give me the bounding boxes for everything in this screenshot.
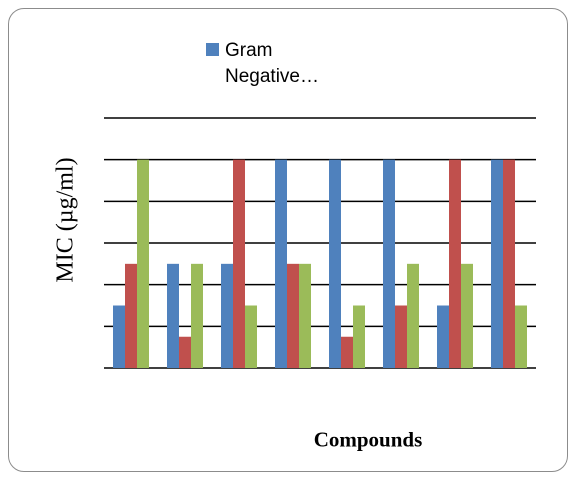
chart-frame	[8, 8, 568, 472]
bar-series-2-group-3	[233, 159, 245, 368]
bar-series-2-group-8	[503, 159, 515, 368]
bar-series-1-group-3	[221, 263, 233, 368]
bar-series-3-group-6	[407, 263, 419, 368]
legend-swatch-series-1	[206, 42, 219, 56]
bar-series-1-group-5	[329, 159, 341, 368]
bar-series-1-group-6	[383, 159, 395, 368]
x-axis-label: Compounds	[313, 427, 423, 452]
bar-series-1-group-8	[491, 159, 503, 368]
bar-series-3-group-3	[245, 305, 257, 368]
bar-series-3-group-7	[461, 263, 473, 368]
legend-label-line2: Negative…	[225, 66, 319, 87]
bar-series-2-group-6	[395, 305, 407, 368]
bar-series-2-group-5	[341, 336, 353, 368]
legend-label-line1: Gram	[225, 40, 273, 61]
bar-series-3-group-5	[353, 305, 365, 368]
bar-series-3-group-1	[137, 159, 149, 368]
bar-series-2-group-4	[287, 263, 299, 368]
bar-series-1-group-4	[275, 159, 287, 368]
bar-series-3-group-4	[299, 263, 311, 368]
bar-series-2-group-7	[449, 159, 461, 368]
bar-series-1-group-1	[113, 305, 125, 368]
bar-series-2-group-1	[125, 263, 137, 368]
bar-series-3-group-2	[191, 263, 203, 368]
bar-series-2-group-2	[179, 336, 191, 368]
chart-legend: Gram Negative…	[206, 38, 376, 90]
bar-series-3-group-8	[515, 305, 527, 368]
bar-series-1-group-2	[167, 263, 179, 368]
bar-series-1-group-7	[437, 305, 449, 368]
